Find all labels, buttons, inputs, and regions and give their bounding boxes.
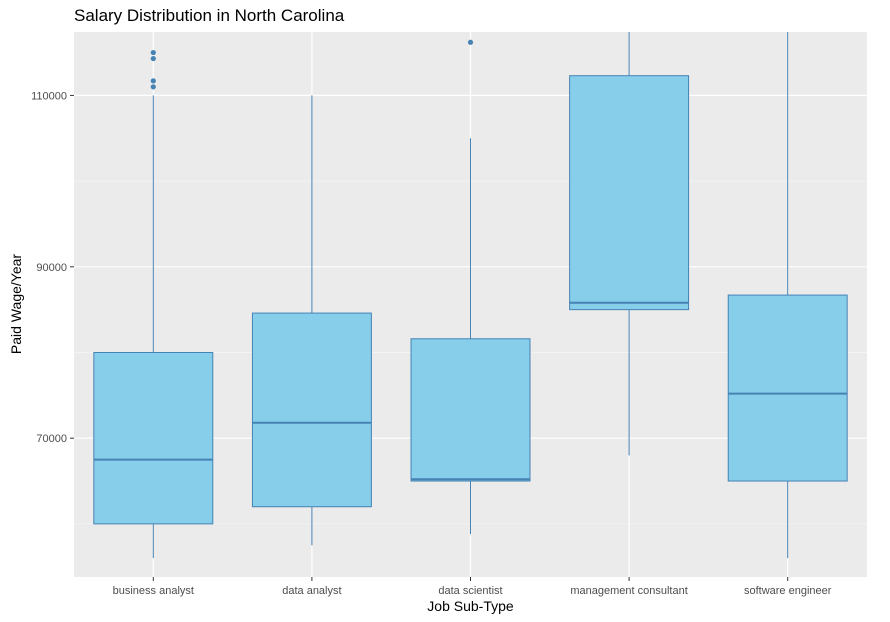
box-group [410,39,531,535]
box-group [93,49,214,559]
box-group [727,32,848,559]
x-tick-label: data scientist [438,585,502,597]
outlier-point [150,84,156,90]
y-axis: 70000 90000 110000 [31,90,74,445]
box-iqr [410,338,531,482]
outlier-point [150,78,156,84]
box-iqr [93,351,214,525]
y-tick-label: 110000 [31,90,67,102]
box-iqr [727,294,848,482]
box-group [251,95,372,546]
x-axis: business analyst data analyst data scienti… [113,577,832,597]
box-group [569,32,690,456]
x-tick-label: software engineer [744,585,832,597]
outlier-point [467,39,474,45]
box-iqr [251,312,372,508]
box-series [93,32,848,559]
x-tick-label: business analyst [113,585,194,597]
x-axis-title: Job Sub-Type [427,598,514,614]
outlier-point [150,49,156,56]
outlier-point [150,55,156,62]
y-tick-label: 90000 [36,262,67,274]
box-iqr [569,75,690,311]
y-tick-label: 70000 [36,433,67,445]
chart-title: Salary Distribution in North Carolina [74,6,345,25]
x-tick-label: management consultant [570,585,687,597]
x-tick-label: data analyst [282,585,341,597]
